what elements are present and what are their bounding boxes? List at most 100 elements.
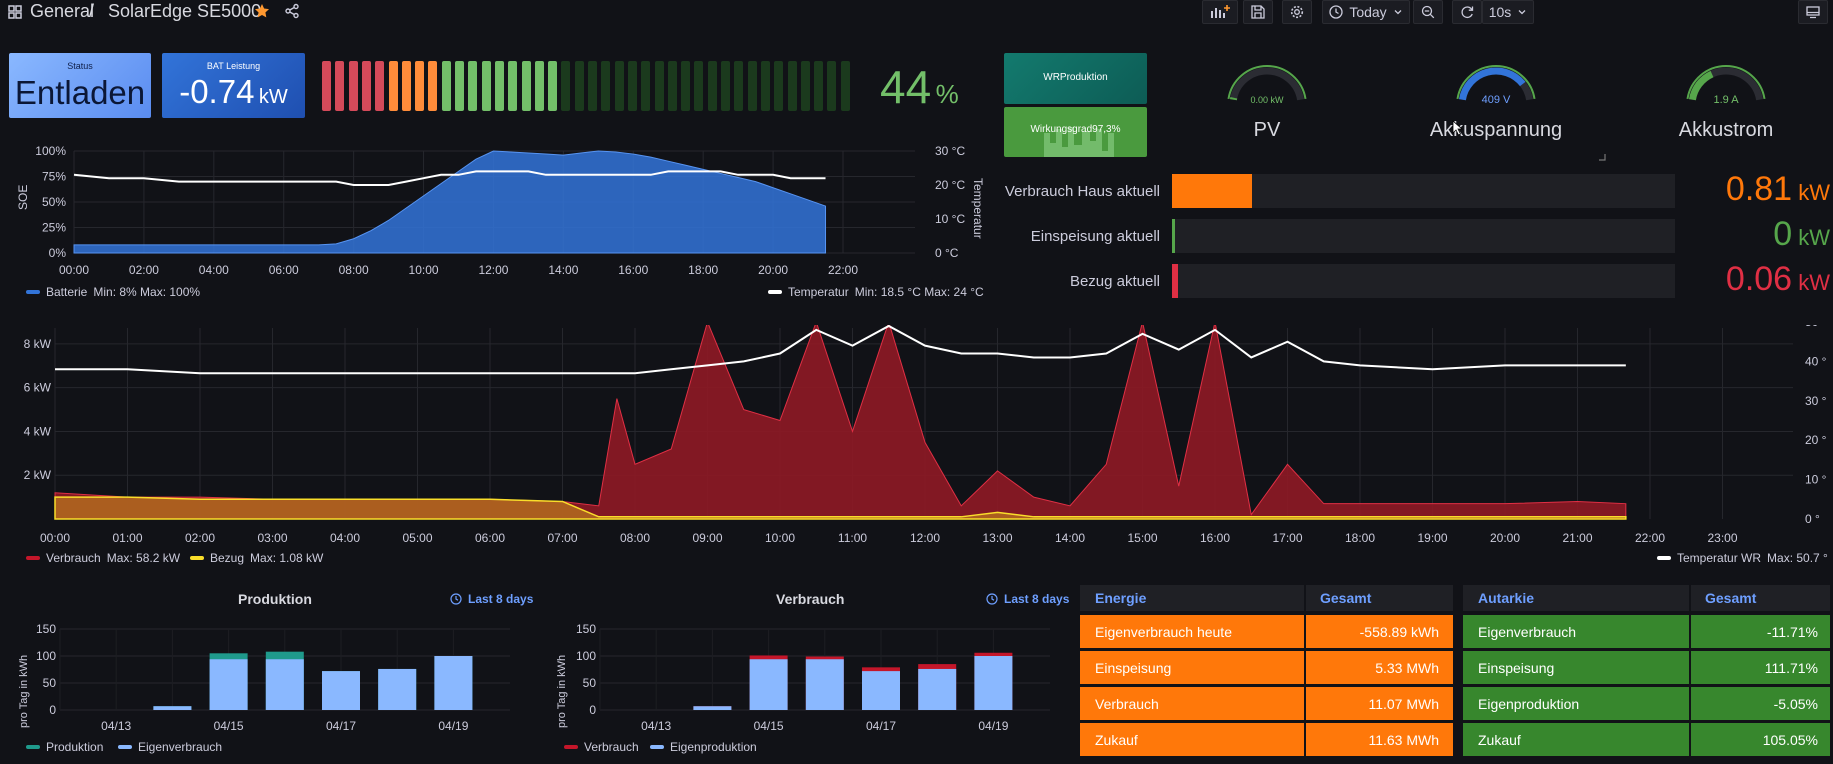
soc-led-segment [481,61,491,111]
share-icon[interactable] [284,3,300,24]
x-tick-label: 06:00 [269,263,299,277]
x-tick-label: 22:00 [828,263,858,277]
soc-led-segment [734,61,744,111]
energie-row-value: -558.89 kWh [1306,615,1453,648]
autarkie-table: Autarkie Gesamt Eigenverbrauch -11.71% E… [1463,585,1830,760]
x-tick-label: 20:00 [1490,531,1520,545]
soc-led-segment [667,61,677,111]
mouse-cursor-icon [1452,120,1464,141]
settings-button[interactable] [1282,0,1312,24]
chart1-legend-batterie[interactable]: Batterie Min: 8% Max: 100% [26,285,200,299]
chevron-down-icon [1518,10,1526,15]
y-tick-label: 0% [49,246,67,260]
zoom-out-button[interactable] [1413,0,1443,24]
y-right-tick-label: 40 ° [1805,354,1827,368]
produktion-legend-eigenverbrauch[interactable]: Eigenverbrauch [118,740,222,754]
bar-gauge-label: Verbrauch Haus aktuell [1004,183,1160,200]
bar-eigenproduktion [805,659,844,710]
x-tick-label: 21:00 [1562,531,1592,545]
gauge-dial: 0.00 kW [1227,65,1307,105]
refresh-button[interactable] [1452,0,1482,24]
soc-led-segment [627,61,637,111]
x-tick-label: 04/17 [326,719,356,733]
autarkie-row-value: -11.71% [1691,615,1830,648]
autarkie-header-value[interactable]: Gesamt [1691,585,1830,611]
resize-handle-icon[interactable] [1598,148,1606,166]
add-panel-button[interactable] [1202,0,1238,24]
x-tick-label: 14:00 [548,263,578,277]
x-tick-label: 18:00 [1345,531,1375,545]
save-icon [1251,5,1265,19]
soc-value: 44 [880,61,932,113]
x-tick-label: 14:00 [1055,531,1085,545]
verbrauch-range[interactable]: Last 8 days [986,592,1069,606]
bar-eigenverbrauch [265,659,304,710]
produktion-title[interactable]: Produktion [238,591,312,607]
time-range-picker[interactable]: Today [1322,0,1410,24]
y-tick-label: 100% [35,144,66,158]
x-tick-label: 04/19 [438,719,468,733]
verbrauch-legend-verbrauch[interactable]: Verbrauch [564,740,639,754]
chart2-legend-verbrauch[interactable]: Verbrauch Max: 58.2 kW [26,551,180,565]
bar-gauge-unit: kW [1792,225,1830,250]
y-right-tick-label: 0 ° [1805,512,1820,526]
gauge-dial: 409 V [1456,65,1536,106]
dashboard-title[interactable]: SolarEdge SE5000 [108,1,262,21]
autarkie-header-label-text: Autarkie [1478,590,1535,606]
x-tick-label: 23:00 [1707,531,1737,545]
produktion-range[interactable]: Last 8 days [450,592,533,606]
soc-led-segment [787,61,797,111]
legend-stats-temperatur-wr: Max: 50.7 ° [1767,551,1828,565]
autarkie-header-label[interactable]: Autarkie [1463,585,1689,611]
soc-led-segment [375,61,385,111]
save-dashboard-button[interactable] [1243,0,1273,24]
monitor-icon [1806,6,1820,19]
bar-eigenproduktion [749,659,788,710]
energie-header-value[interactable]: Gesamt [1306,585,1453,611]
x-tick-label: 10:00 [765,531,795,545]
x-tick-label: 13:00 [982,531,1012,545]
chart2-legend-temperatur-wr[interactable]: Temperatur WR Max: 50.7 ° [1657,551,1828,565]
star-icon[interactable] [254,3,270,24]
soc-value-wrap: 44 % [880,60,980,114]
autarkie-row-label: Eigenproduktion [1463,687,1689,720]
legend-label-eigenverbrauch: Eigenverbrauch [138,740,223,754]
autarkie-row-label: Zukauf [1463,723,1689,756]
legend-swatch-bezug [190,556,204,560]
chart2-legend-bezug[interactable]: Bezug Max: 1.08 kW [190,551,323,565]
dashboards-grid-icon[interactable] [8,5,22,19]
soc-led-segment [508,61,518,111]
bar-eigenverbrauch [378,668,417,710]
bar-gauge-number: 0.81 [1725,170,1793,208]
legend-swatch-temperatur-wr [1657,556,1671,560]
soc-led-segment [721,61,730,111]
legend-label-temperatur-wr: Temperatur WR [1677,551,1762,565]
legend-label-verbrauch-bar: Verbrauch [584,740,639,754]
wirkungsgrad-panel: Wirkungsgrad97,3% [1004,107,1147,157]
produktion-y-label: pro Tag in kWh [18,654,30,728]
bar-eigenproduktion [918,668,957,710]
y-tick-label: 50 [583,676,597,690]
x-tick-label: 02:00 [129,263,159,277]
refresh-interval-picker[interactable]: 10s [1482,0,1534,24]
y-tick-label: 150 [36,622,56,636]
soc-led-segment [401,61,411,111]
verbrauch-title[interactable]: Verbrauch [776,591,845,607]
legend-swatch-batterie [26,290,40,294]
tv-mode-button[interactable] [1798,0,1828,24]
soc-led-segment [774,61,784,111]
verbrauch-legend-eigenproduktion[interactable]: Eigenproduktion [650,740,757,754]
produktion-legend-produktion[interactable]: Produktion [26,740,103,754]
energie-header-label[interactable]: Energie [1080,585,1304,611]
refresh-icon [1461,6,1474,19]
bar-eigenverbrauch [434,656,473,710]
x-tick-label: 08:00 [620,531,650,545]
soc-led-segment [521,61,531,111]
legend-swatch-verbrauch-bar [564,745,578,749]
chart1-legend-temperatur[interactable]: Temperatur Min: 18.5 °C Max: 24 °C [768,285,984,299]
soc-led-segment [335,61,345,111]
energie-row-label: Verbrauch [1080,687,1304,720]
breadcrumb-folder[interactable]: General [30,1,95,21]
energie-header-label-text: Energie [1095,590,1147,606]
y-right-tick-label: 30 °C [935,144,965,158]
